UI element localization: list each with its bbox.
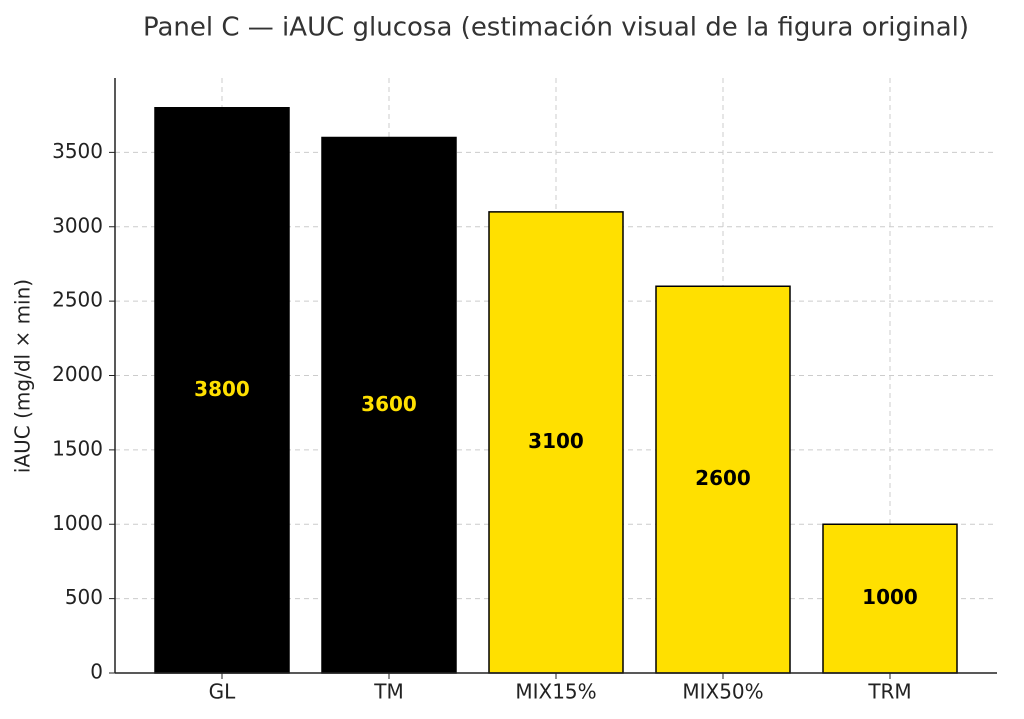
y-tick-label: 2000 — [52, 362, 103, 386]
bar — [655, 285, 791, 674]
value-label: 3800 — [194, 377, 250, 401]
x-tick-label: TM — [373, 680, 403, 704]
value-label: 2600 — [695, 466, 751, 490]
y-tick-label: 0 — [90, 660, 103, 684]
bar — [321, 136, 457, 674]
x-tick-label: TRM — [867, 680, 911, 704]
y-tick-label: 3000 — [52, 213, 103, 237]
value-label: 3100 — [528, 429, 584, 453]
y-axis-label: iAUC (mg/dl × min) — [11, 279, 35, 473]
value-label: 1000 — [862, 585, 918, 609]
x-tick-label: MIX50% — [682, 680, 763, 704]
chart-title: Panel C — iAUC glucosa (estimación visua… — [143, 13, 969, 43]
bar — [822, 523, 958, 674]
x-tick-label: GL — [209, 680, 236, 704]
bar — [154, 107, 290, 674]
bar — [488, 211, 624, 674]
y-tick-label: 1000 — [52, 511, 103, 535]
y-tick-label: 1500 — [52, 436, 103, 460]
x-tick-label: MIX15% — [515, 680, 596, 704]
value-label: 3600 — [361, 392, 417, 416]
y-tick-label: 2500 — [52, 288, 103, 312]
y-tick-label: 500 — [65, 585, 103, 609]
y-tick-label: 3500 — [52, 139, 103, 163]
